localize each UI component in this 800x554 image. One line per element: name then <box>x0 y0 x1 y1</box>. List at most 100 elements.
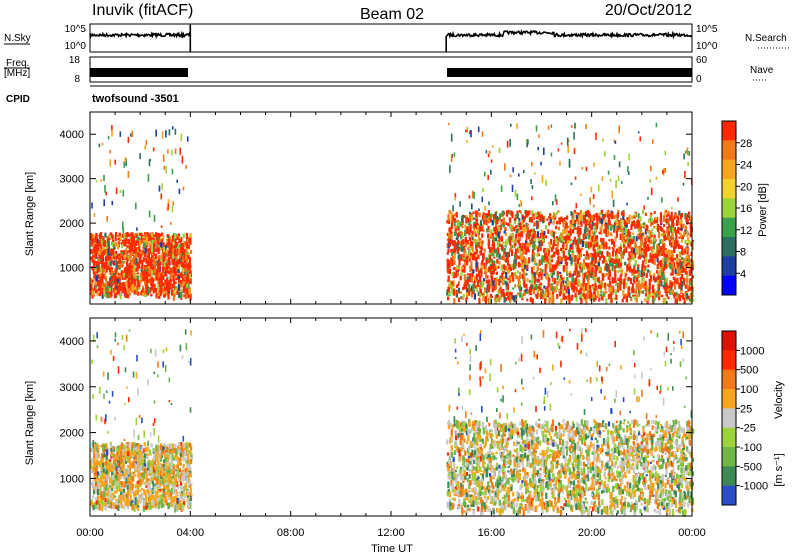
scatter-cell <box>691 298 695 302</box>
scatter-cell <box>627 257 630 261</box>
scatter-cell <box>532 233 535 239</box>
scatter-cell <box>573 236 576 243</box>
scatter-cell <box>468 241 471 248</box>
scatter-cell <box>628 251 631 257</box>
scatter-cell <box>536 266 539 271</box>
scatter-cell <box>622 209 625 213</box>
scatter-cell <box>514 295 518 299</box>
scatter-cell <box>651 251 654 256</box>
scatter-cell <box>578 264 581 269</box>
scatter-cell <box>157 233 161 237</box>
scatter-cell <box>680 229 683 232</box>
scatter-cell-sparse <box>506 140 509 148</box>
scatter-cell <box>640 242 643 247</box>
scatter-cell <box>572 218 575 224</box>
scatter-cell <box>165 249 168 254</box>
scatter-cell <box>185 461 188 464</box>
scatter-cell <box>189 264 192 269</box>
scatter-cell <box>446 232 449 237</box>
scatter-cell <box>686 237 690 242</box>
scatter-cell <box>162 246 166 253</box>
scatter-cell <box>101 278 104 284</box>
scatter-cell <box>596 217 599 222</box>
scatter-cell <box>670 281 673 288</box>
scatter-cell <box>162 503 165 508</box>
scatter-cell <box>180 505 183 512</box>
scatter-cell <box>488 239 491 246</box>
scatter-cell <box>179 457 182 464</box>
scatter-cell <box>531 233 534 236</box>
scatter-cell <box>122 239 125 245</box>
scatter-cell <box>519 248 522 255</box>
scatter-cell <box>535 212 538 217</box>
scatter-cell <box>588 285 592 290</box>
scatter-cell <box>469 211 472 215</box>
scatter-cell <box>448 265 451 268</box>
scatter-cell <box>171 235 174 242</box>
scatter-cell-sparse <box>655 176 658 180</box>
scatter-cell <box>504 267 507 271</box>
scatter-cell-sparse <box>160 225 163 228</box>
scatter-cell <box>455 293 458 298</box>
scatter-cell <box>663 252 666 258</box>
scatter-cell <box>187 450 190 454</box>
scatter-cell <box>459 230 463 235</box>
scatter-cell-sparse <box>500 185 503 192</box>
scatter-cell <box>151 251 154 256</box>
scatter-cell <box>164 271 167 274</box>
scatter-cell <box>132 502 135 505</box>
scatter-cell-sparse <box>518 173 520 177</box>
scatter-cell <box>180 237 183 242</box>
scatter-cell <box>121 282 124 288</box>
scatter-cell <box>565 255 568 260</box>
scatter-cell <box>113 457 116 464</box>
scatter-cell <box>553 286 556 293</box>
scatter-cell <box>502 276 505 279</box>
scatter-cell <box>584 262 588 267</box>
scatter-cell <box>550 239 553 245</box>
scatter-cell <box>624 234 627 238</box>
scatter-cell <box>612 250 615 257</box>
scatter-cell <box>125 282 128 290</box>
scatter-cell <box>165 274 168 277</box>
scatter-cell <box>573 285 576 290</box>
scatter-cell <box>160 464 163 469</box>
scatter-cell <box>592 264 595 267</box>
scatter-cell <box>579 253 582 258</box>
scatter-cell <box>485 219 488 226</box>
scatter-cell <box>153 288 156 291</box>
scatter-cell <box>179 280 182 284</box>
scatter-cell <box>542 216 545 224</box>
scatter-cell <box>446 265 449 272</box>
scatter-cell <box>514 271 517 277</box>
scatter-cell <box>557 249 560 256</box>
scatter-cell-sparse <box>604 151 606 157</box>
scatter-cell <box>514 236 517 242</box>
scatter-cell <box>683 277 686 283</box>
scatter-cell <box>689 224 692 230</box>
scatter-cell-sparse <box>136 227 138 231</box>
scatter-cell <box>588 230 591 238</box>
scatter-cell <box>595 224 599 229</box>
scatter-cell <box>681 246 684 253</box>
scatter-cell-sparse <box>161 183 163 190</box>
scatter-cell <box>125 239 128 245</box>
scatter-cell <box>117 253 121 257</box>
scatter-cell <box>462 296 465 301</box>
scatter-cell-sparse <box>178 188 181 195</box>
scatter-cell <box>116 448 119 455</box>
scatter-cell <box>603 255 606 263</box>
scatter-cell <box>523 215 526 221</box>
scatter-cell <box>116 446 119 449</box>
scatter-cell <box>185 258 189 263</box>
scatter-cell <box>595 235 598 241</box>
scatter-cell <box>149 278 152 283</box>
scatter-cell-sparse <box>534 172 536 175</box>
scatter-cell <box>179 255 182 263</box>
scatter-cell <box>577 238 581 245</box>
scatter-cell <box>137 471 140 479</box>
scatter-cell <box>481 233 484 238</box>
scatter-cell <box>182 286 186 292</box>
scatter-cell <box>653 235 656 238</box>
scatter-cell <box>516 292 520 296</box>
